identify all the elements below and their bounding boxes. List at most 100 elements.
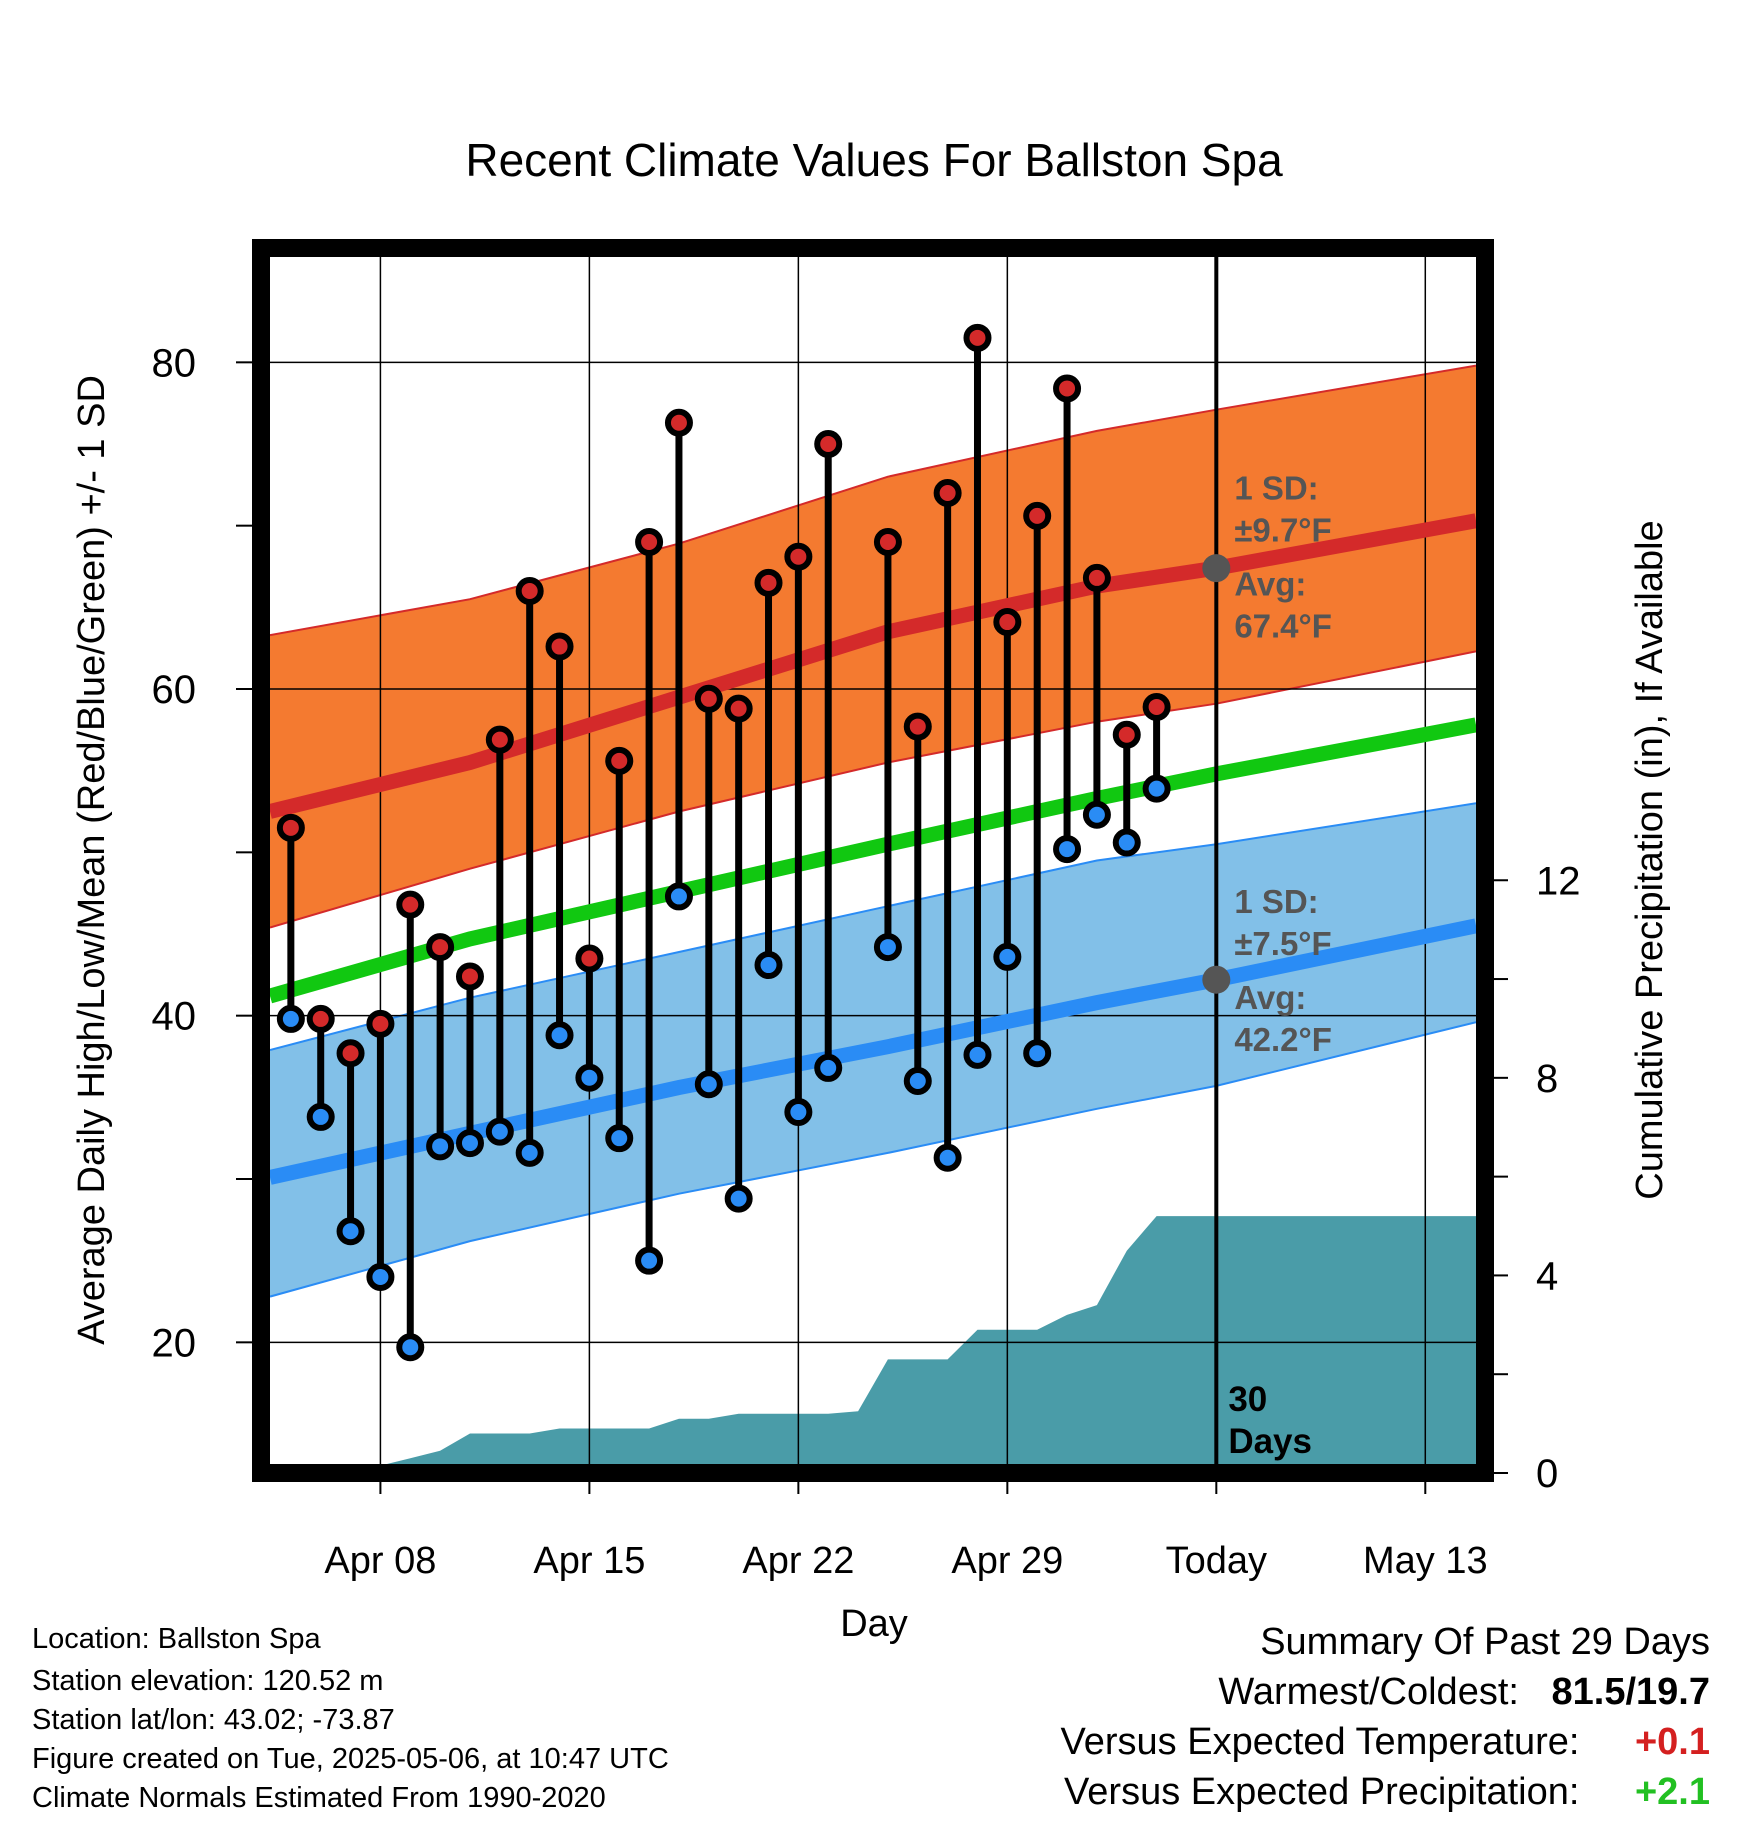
daily-high-point xyxy=(814,430,843,458)
daily-low-point xyxy=(426,1132,455,1161)
precip-area xyxy=(386,1216,1476,1464)
today-days-label: Days xyxy=(1228,1422,1312,1461)
plot-area xyxy=(270,257,1476,1464)
temp-label: Versus Expected Temperature: xyxy=(1060,1721,1580,1763)
daily-high-point xyxy=(306,1004,335,1033)
station-info: Location: Ballston Spa Station elevation… xyxy=(32,1622,669,1815)
x-tick-label: Apr 08 xyxy=(324,1540,436,1582)
daily-high-point xyxy=(1112,720,1141,749)
y-tick-label-left: 60 xyxy=(152,668,197,712)
daily-low-point xyxy=(963,1040,992,1069)
info-latlon: Station lat/lon: 43.02; -73.87 xyxy=(32,1704,395,1736)
x-tick-label: Apr 29 xyxy=(951,1540,1063,1582)
temp-value: +0.1 xyxy=(1634,1721,1710,1763)
daily-high-point xyxy=(1053,374,1082,403)
today-low-normal-marker xyxy=(1202,965,1231,994)
precip-label: Versus Expected Precipitation: xyxy=(1064,1771,1580,1813)
y-tick-label-right: 12 xyxy=(1536,859,1581,903)
daily-low-point xyxy=(814,1053,843,1082)
y-axis-right-label: Cumulative Precipitation (in), If Availa… xyxy=(1629,520,1671,1199)
chart-title: Recent Climate Values For Ballston Spa xyxy=(465,134,1283,186)
daily-high-point xyxy=(754,568,783,597)
daily-high-point xyxy=(784,542,813,571)
daily-low-point xyxy=(933,1143,962,1172)
x-tick-label: May 13 xyxy=(1363,1540,1488,1582)
daily-high-point xyxy=(664,408,693,437)
warm-cold-value: 81.5/19.7 xyxy=(1551,1671,1710,1713)
daily-low-point xyxy=(754,951,783,980)
x-tick-label: Apr 22 xyxy=(742,1540,854,1582)
daily-low-point xyxy=(635,1246,664,1275)
y-tick-label-right: 0 xyxy=(1536,1452,1558,1496)
daily-high-point xyxy=(605,746,634,775)
plot-frame xyxy=(252,239,1494,1482)
low-normal-label-line: 1 SD: xyxy=(1234,883,1318,920)
daily-low-point xyxy=(485,1117,514,1146)
info-elevation: Station elevation: 120.52 m xyxy=(32,1665,384,1697)
daily-high-point xyxy=(993,608,1022,637)
daily-high-point xyxy=(426,933,455,962)
daily-low-point xyxy=(396,1333,425,1362)
daily-low-point xyxy=(724,1184,753,1213)
summary-panel: Summary Of Past 29 Days Warmest/Coldest:… xyxy=(1061,1620,1710,1814)
daily-high-point xyxy=(396,890,425,919)
daily-low-point xyxy=(545,1021,574,1050)
daily-high-point xyxy=(1023,501,1052,530)
low-normal-label-line: 42.2°F xyxy=(1234,1021,1332,1058)
daily-low-point xyxy=(575,1063,604,1092)
daily-low-point xyxy=(784,1098,813,1127)
today-days-label: 30 xyxy=(1228,1380,1267,1419)
daily-low-point xyxy=(515,1138,544,1167)
info-location: Location: Ballston Spa xyxy=(32,1623,321,1655)
info-normals: Climate Normals Estimated From 1990-2020 xyxy=(32,1782,606,1814)
daily-high-point xyxy=(485,725,514,754)
daily-high-point xyxy=(903,712,932,741)
summary-temp: Versus Expected Temperature: +0.1 xyxy=(1061,1720,1710,1764)
daily-high-point xyxy=(276,813,305,842)
daily-low-point xyxy=(1053,835,1082,864)
x-tick-label: Apr 15 xyxy=(533,1540,645,1582)
y-tick-label-left: 20 xyxy=(152,1321,197,1365)
daily-low-point xyxy=(993,942,1022,971)
y-tick-label-right: 4 xyxy=(1536,1254,1558,1298)
low-normal-label-line: ±7.5°F xyxy=(1234,925,1331,962)
daily-low-point xyxy=(336,1217,365,1246)
summary-warm-cold: Warmest/Coldest: 81.5/19.7 xyxy=(1061,1670,1710,1714)
x-axis-label: Day xyxy=(840,1603,908,1645)
daily-low-point xyxy=(694,1070,723,1099)
daily-low-point xyxy=(903,1067,932,1095)
daily-low-point xyxy=(366,1263,395,1291)
daily-low-point xyxy=(1023,1039,1052,1068)
daily-high-point xyxy=(455,962,484,991)
precip-value: +2.1 xyxy=(1634,1771,1710,1813)
warm-cold-label: Warmest/Coldest: xyxy=(1218,1671,1519,1713)
daily-high-point xyxy=(366,1009,395,1038)
daily-low-point xyxy=(455,1129,484,1158)
y-tick-label-left: 40 xyxy=(152,995,197,1039)
high-normal-label-line: ±9.7°F xyxy=(1234,512,1331,549)
daily-high-point xyxy=(1082,563,1111,592)
daily-low-point xyxy=(873,933,902,962)
daily-high-point xyxy=(545,632,574,661)
summary-title: Summary Of Past 29 Days xyxy=(1260,1621,1710,1663)
daily-high-point xyxy=(873,528,902,556)
daily-high-point xyxy=(694,684,723,713)
high-sd-band xyxy=(270,365,1476,928)
daily-high-point xyxy=(336,1039,365,1068)
x-tick-label: Today xyxy=(1166,1540,1267,1582)
daily-low-point xyxy=(1082,800,1111,829)
summary-precip: Versus Expected Precipitation: +2.1 xyxy=(1061,1770,1710,1814)
daily-high-point xyxy=(963,323,992,352)
daily-low-point xyxy=(1112,828,1141,857)
daily-high-point xyxy=(635,528,664,556)
daily-low-point xyxy=(664,882,693,911)
info-created: Figure created on Tue, 2025-05-06, at 10… xyxy=(32,1743,669,1775)
daily-low-point xyxy=(306,1102,335,1131)
y-axis-left-label: Average Daily High/Low/Mean (Red/Blue/Gr… xyxy=(71,375,113,1345)
daily-high-point xyxy=(575,944,604,973)
low-normal-label-line: Avg: xyxy=(1234,979,1306,1016)
y-tick-label-left: 80 xyxy=(152,341,197,385)
daily-high-point xyxy=(1142,692,1171,721)
high-normal-label-line: Avg: xyxy=(1234,566,1306,603)
